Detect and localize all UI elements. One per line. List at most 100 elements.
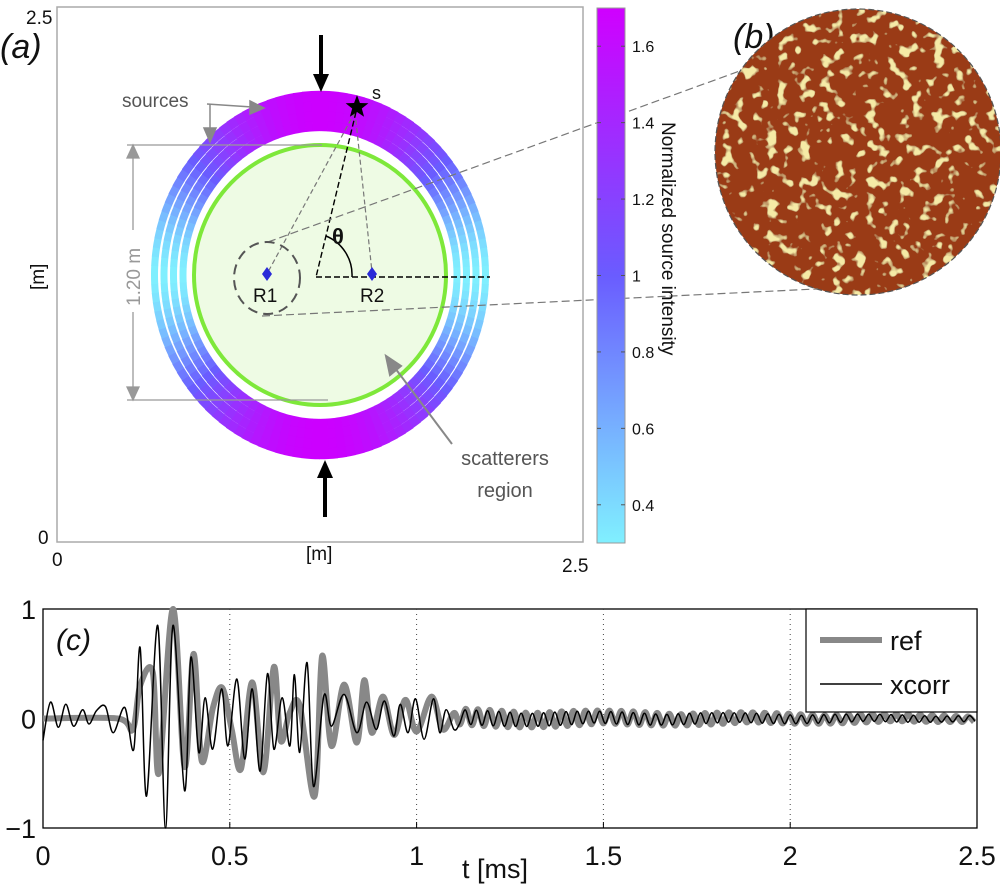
source-ring-segment: [163, 231, 173, 242]
source-ring-segment: [180, 355, 193, 368]
source-ring-segment: [189, 369, 202, 382]
source-ring-segment: [212, 382, 225, 395]
source-ring-segment: [243, 129, 256, 143]
source-ring-segment: [389, 121, 402, 135]
source-ring-segment: [443, 362, 456, 376]
source-ring-segment: [254, 402, 266, 415]
source-ring-segment: [188, 350, 201, 362]
receiver-r2-label: R2: [360, 286, 384, 307]
source-ring-segment: [233, 111, 247, 126]
source-ring-segment: [180, 251, 189, 261]
source-ring-segment: [427, 187, 440, 199]
source-ray: [315, 111, 357, 278]
source-ring-segment: [168, 185, 180, 198]
source-ring-segment: [201, 370, 214, 383]
source-ring-segment: [170, 290, 179, 300]
source-ring-segment: [205, 147, 219, 161]
source-ring-segment: [470, 248, 479, 259]
x-tick-label: 1.5: [585, 841, 623, 871]
source-ring-segment: [462, 214, 473, 226]
source-ring-segment: [275, 95, 287, 108]
source-ring-segment: [373, 402, 386, 416]
source-ring-segment: [284, 93, 296, 106]
source-ring-segment: [447, 355, 460, 368]
source-ring-segment: [455, 177, 468, 190]
source-ring-segment: [369, 100, 383, 114]
source-ring-segment: [326, 120, 336, 132]
source-ring-segment: [402, 406, 416, 420]
source-ring-segment: [447, 182, 460, 195]
source-ring-segment: [162, 239, 171, 250]
source-ring-segment: [174, 313, 185, 324]
source-ring-segment: [172, 233, 182, 244]
source-ring-segment: [374, 113, 387, 127]
source-ring-segment: [363, 418, 376, 431]
source-ring-segment: [450, 210, 461, 222]
source-ring-segment: [455, 198, 467, 211]
source-ring-segment: [438, 207, 450, 219]
source-ring-segment: [469, 240, 478, 251]
source-ring-segment: [188, 187, 201, 200]
source-ring-segment: [481, 283, 489, 294]
source-ring-segment: [455, 340, 467, 352]
source-ring-segment: [211, 141, 225, 155]
source-ring-segment: [445, 375, 459, 389]
source-ring-segment: [226, 116, 240, 131]
source-ring-segment: [450, 296, 460, 306]
source-ring-segment: [180, 182, 193, 195]
source-ring-segment: [158, 210, 169, 223]
source-ring-segment: [274, 442, 287, 455]
source-ring-segment: [301, 91, 312, 103]
source-ring-segment: [440, 383, 453, 396]
source-ring-segment: [197, 193, 209, 205]
source-ring-segment: [418, 364, 431, 376]
source-ring-segment: [433, 161, 446, 174]
source-ring-segment: [250, 411, 262, 425]
source-ring-segment: [431, 345, 443, 357]
source-ring-segment: [225, 419, 240, 433]
source-ring-segment: [199, 383, 213, 396]
source-ring-segment: [250, 125, 263, 139]
source-ring-segment: [453, 321, 464, 332]
source-ring-segment: [238, 415, 251, 429]
colorbar-title: Normalized source intensity: [657, 122, 678, 356]
region-label-1: scatterers: [461, 448, 549, 470]
source-ring-segment: [452, 190, 464, 203]
source-ring-segment: [170, 332, 181, 344]
source-ring-segment: [327, 427, 337, 440]
source-ring-segment: [328, 447, 339, 459]
source-ring-segment: [257, 436, 271, 450]
source-ring-segment: [269, 430, 281, 443]
source-ring-segment: [192, 357, 205, 369]
source-ring-segment: [197, 173, 210, 186]
scatterers-region: [192, 143, 448, 407]
source-ring-segment: [185, 195, 197, 207]
source-ring-segment: [295, 426, 306, 439]
source-ring-segment: [217, 149, 231, 162]
diameter-dimension: [125, 143, 328, 402]
source-ring-segment: [272, 116, 284, 129]
source-ring-segment: [211, 127, 226, 141]
source-ring-segment: [219, 162, 232, 175]
source-ring-segment: [245, 420, 259, 434]
source-ring-segment: [438, 369, 451, 383]
source-ring-segment: [351, 432, 363, 446]
source-ring-segment: [435, 339, 447, 350]
panel-c: 0 0.5 1 1.5 2 2.5 10−1 (c) t [ms] ref xcorr: [5, 595, 996, 884]
source-ring-segment: [162, 299, 171, 310]
source-ring-segment: [377, 411, 390, 425]
source-ring-segment: [349, 114, 361, 127]
source-ring-segment: [478, 301, 488, 313]
source-ring-segment: [224, 380, 237, 393]
source-ring-segment: [253, 423, 266, 437]
source-ring-segment: [450, 328, 461, 340]
source-ring-segment: [327, 100, 338, 113]
source-ring-segment: [447, 203, 459, 215]
source-ring-segment: [176, 190, 189, 202]
source-ring-segment: [193, 338, 205, 350]
source-ring-segment: [464, 194, 476, 206]
source-ring-segment: [328, 91, 339, 103]
source-ring-segment: [218, 375, 231, 388]
source-ring-segment: [403, 157, 416, 170]
source-ring-segment: [182, 236, 192, 246]
